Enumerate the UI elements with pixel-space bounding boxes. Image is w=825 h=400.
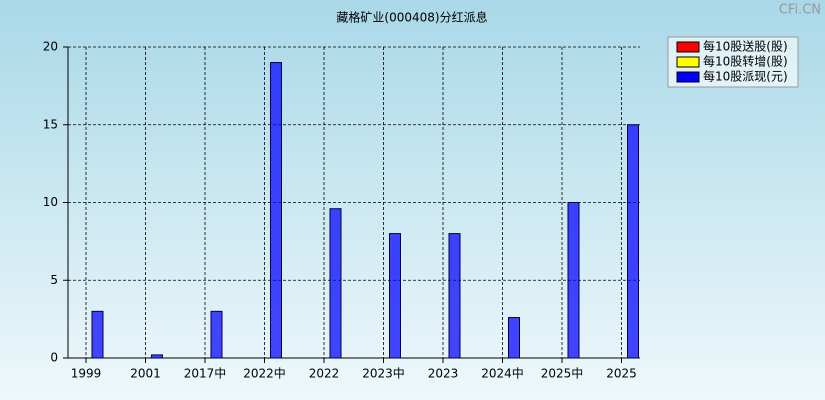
y-tick-label: 5: [50, 273, 58, 287]
legend-label: 每10股送股(股): [703, 39, 788, 54]
bar: [329, 208, 342, 359]
x-tick-label: 2025: [606, 367, 637, 381]
bar: [151, 354, 163, 359]
legend-swatch: [676, 41, 700, 53]
x-tick-label: 2025中: [541, 366, 584, 381]
x-tick-label: 2024中: [481, 366, 524, 381]
bar: [389, 233, 401, 359]
x-tick-label: 2022: [309, 367, 340, 381]
x-tick-label: 2017中: [184, 366, 227, 381]
legend-label: 每10股转增(股): [703, 54, 788, 69]
chart-title: 藏格矿业(000408)分红派息: [336, 10, 487, 25]
legend-swatch: [676, 71, 700, 83]
bar: [508, 317, 520, 359]
bar: [270, 62, 282, 359]
watermark: CFi.CN: [779, 3, 821, 18]
legend-label: 每10股派现(元): [703, 69, 788, 84]
x-tick-label: 2022中: [243, 366, 286, 381]
y-tick-label: 0: [50, 351, 58, 365]
legend-swatch: [676, 56, 700, 68]
x-tick-label: 2001: [130, 367, 161, 381]
y-tick-label: 20: [43, 40, 58, 54]
x-tick-label: 2023中: [362, 366, 405, 381]
x-tick-label: 2023: [428, 367, 459, 381]
bar: [448, 233, 461, 359]
bar: [627, 124, 639, 359]
bar: [567, 202, 580, 359]
y-tick-label: 15: [43, 117, 58, 131]
x-tick-label: 1999: [71, 367, 102, 381]
y-tick-label: 10: [43, 195, 58, 209]
bar: [210, 310, 223, 359]
bar: [91, 310, 104, 359]
